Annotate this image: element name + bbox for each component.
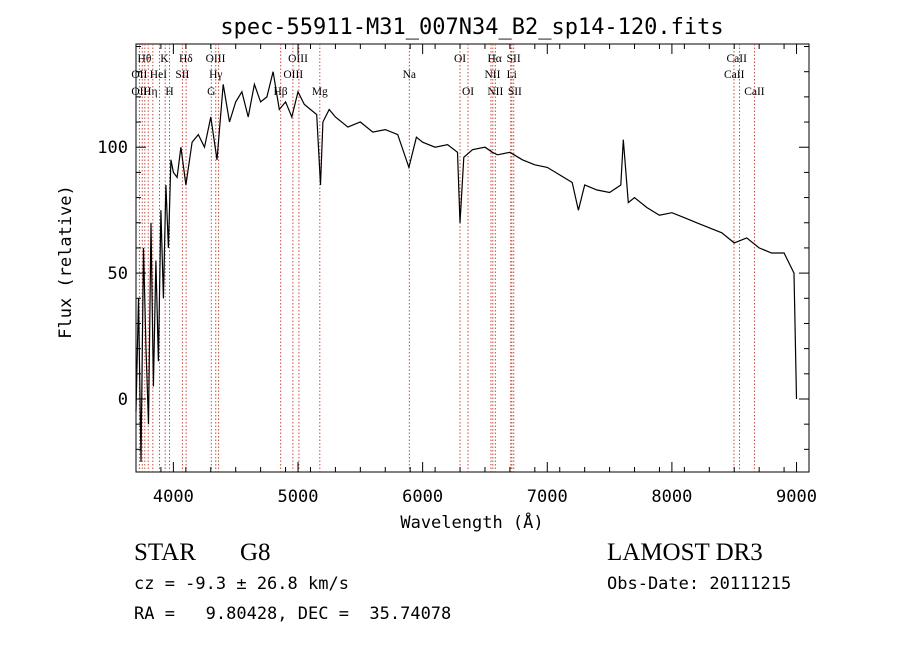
spectral-line-label: K bbox=[160, 53, 169, 65]
survey-name: LAMOST DR3 bbox=[607, 539, 763, 566]
spectral-line-label: Na bbox=[403, 69, 416, 81]
x-tick-label: 4000 bbox=[153, 487, 194, 507]
y-tick-label: 0 bbox=[118, 390, 128, 410]
y-axis-label: Flux (relative) bbox=[56, 185, 76, 339]
reference-lines bbox=[138, 44, 755, 472]
spectral-line-label: Mg bbox=[312, 86, 328, 98]
plot-frame bbox=[135, 43, 810, 473]
spectral-line-label: Hθ bbox=[138, 53, 152, 65]
spectral-line-label: G bbox=[207, 86, 215, 98]
spectral-line-label: NII bbox=[487, 86, 503, 98]
spectral-line-label: OIII bbox=[288, 53, 308, 65]
spectral-line-label: OII bbox=[131, 86, 147, 98]
x-tick-label: 6000 bbox=[402, 487, 443, 507]
spectral-line-label: SII bbox=[175, 69, 189, 81]
chart-title: spec-55911-M31_007N34_B2_sp14-120.fits bbox=[220, 15, 723, 40]
spectral-line-label: CaII bbox=[744, 86, 765, 98]
spectral-line-label: CaII bbox=[726, 53, 747, 65]
object-subclass: G8 bbox=[240, 539, 271, 566]
spectral-line-label: Hβ bbox=[273, 86, 287, 98]
line-labels: Hθ K Hδ OIII OIII OI Hα SII CaII OII HeI SII Hγ OIII N… bbox=[131, 53, 764, 98]
x-tick-label: 7000 bbox=[527, 487, 568, 507]
spectral-line-label: OI bbox=[454, 53, 466, 65]
spectral-line-label: Hδ bbox=[179, 53, 193, 65]
spectral-line-label: Hα bbox=[488, 53, 502, 65]
y-axis: 0 50 100 bbox=[97, 46, 809, 450]
redshift-text: cz = -9.3 ± 26.8 km/s bbox=[134, 574, 349, 594]
coordinates: RA = 9.80428, DEC = 35.74078 bbox=[134, 604, 452, 624]
x-tick-label: 9000 bbox=[776, 487, 817, 507]
x-tick-label: 5000 bbox=[278, 487, 319, 507]
y-tick-label: 50 bbox=[108, 264, 128, 284]
object-class: STAR bbox=[134, 539, 196, 566]
plot-border bbox=[135, 43, 810, 473]
spectral-line-label: OIII bbox=[206, 53, 226, 65]
spectral-line-label: Hη bbox=[143, 86, 157, 98]
spectrum-line bbox=[135, 71, 798, 462]
spectral-line-label: SII bbox=[508, 86, 522, 98]
obs-date: Obs-Date: 20111215 bbox=[607, 574, 792, 594]
spectrum-series bbox=[135, 71, 798, 462]
y-tick-label: 100 bbox=[97, 138, 128, 158]
spectral-line-label: CaII bbox=[724, 69, 745, 81]
x-tick-label: 8000 bbox=[651, 487, 692, 507]
spectral-line-label: SII bbox=[507, 53, 521, 65]
spectral-line-label: OI bbox=[462, 86, 474, 98]
spectral-line-label: OIII bbox=[283, 69, 303, 81]
x-axis: 4000 5000 6000 7000 8000 9000 bbox=[135, 44, 817, 507]
x-axis-label: Wavelength (Å) bbox=[400, 511, 543, 533]
spectral-line-label: OII bbox=[131, 69, 147, 81]
spectral-line-label: HeI bbox=[150, 69, 167, 81]
spectral-line-label: Hγ bbox=[209, 69, 222, 81]
spectral-line-label: H bbox=[165, 86, 173, 98]
spectral-line-label: Li bbox=[507, 69, 517, 81]
spectral-line-label: NII bbox=[484, 69, 500, 81]
